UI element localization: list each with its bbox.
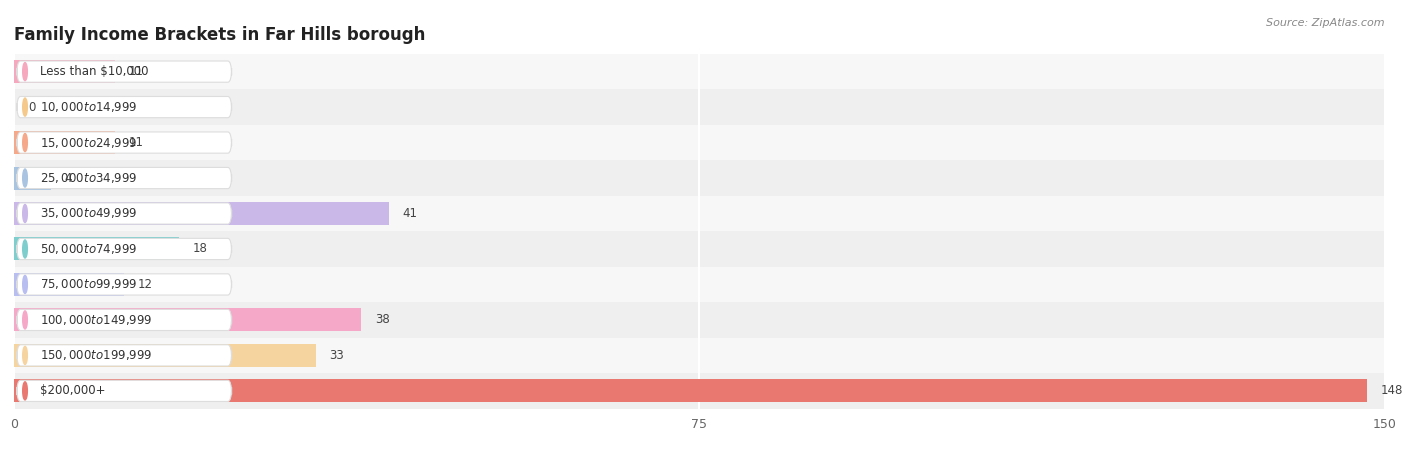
Bar	[14, 202, 389, 225]
Bar	[14, 167, 51, 189]
Text: 11: 11	[128, 136, 143, 149]
Text: 11: 11	[128, 65, 143, 78]
Bar	[14, 60, 115, 83]
Text: $200,000+: $200,000+	[39, 384, 105, 397]
Circle shape	[22, 346, 27, 365]
Text: Source: ZipAtlas.com: Source: ZipAtlas.com	[1267, 18, 1385, 28]
Bar	[14, 89, 1385, 125]
Circle shape	[22, 275, 27, 294]
FancyBboxPatch shape	[17, 97, 232, 118]
FancyBboxPatch shape	[17, 203, 232, 224]
Circle shape	[22, 240, 27, 258]
FancyBboxPatch shape	[17, 345, 232, 366]
FancyBboxPatch shape	[17, 132, 232, 153]
Text: $75,000 to $99,999: $75,000 to $99,999	[39, 277, 138, 291]
Bar	[14, 308, 361, 331]
Text: 18: 18	[193, 242, 207, 255]
Bar	[14, 373, 1385, 409]
Circle shape	[22, 311, 27, 329]
Bar	[14, 273, 124, 296]
Bar	[14, 131, 115, 154]
Circle shape	[22, 133, 27, 152]
Text: $100,000 to $149,999: $100,000 to $149,999	[39, 313, 152, 327]
Text: 33: 33	[329, 349, 344, 362]
Text: $35,000 to $49,999: $35,000 to $49,999	[39, 207, 138, 220]
Bar	[14, 54, 1385, 89]
FancyBboxPatch shape	[17, 61, 232, 82]
Bar	[14, 125, 1385, 160]
Text: $150,000 to $199,999: $150,000 to $199,999	[39, 348, 152, 362]
Text: 38: 38	[375, 313, 389, 326]
FancyBboxPatch shape	[17, 274, 232, 295]
Text: 0: 0	[28, 101, 35, 114]
Bar	[14, 238, 179, 260]
Text: $10,000 to $14,999: $10,000 to $14,999	[39, 100, 138, 114]
Text: 12: 12	[138, 278, 152, 291]
Text: 41: 41	[402, 207, 418, 220]
Text: 4: 4	[65, 172, 72, 185]
Bar	[14, 379, 1367, 402]
Text: $50,000 to $74,999: $50,000 to $74,999	[39, 242, 138, 256]
FancyBboxPatch shape	[17, 309, 232, 330]
Circle shape	[22, 382, 27, 400]
Text: $25,000 to $34,999: $25,000 to $34,999	[39, 171, 138, 185]
Bar	[14, 338, 1385, 373]
Bar	[14, 344, 316, 367]
Bar	[14, 231, 1385, 267]
Circle shape	[22, 98, 27, 116]
Circle shape	[22, 62, 27, 81]
Text: Less than $10,000: Less than $10,000	[39, 65, 148, 78]
FancyBboxPatch shape	[17, 238, 232, 260]
Bar	[14, 302, 1385, 338]
FancyBboxPatch shape	[17, 167, 232, 189]
Text: $15,000 to $24,999: $15,000 to $24,999	[39, 136, 138, 150]
Circle shape	[22, 169, 27, 187]
Text: 148: 148	[1381, 384, 1403, 397]
Bar	[14, 196, 1385, 231]
Circle shape	[22, 204, 27, 223]
Text: Family Income Brackets in Far Hills borough: Family Income Brackets in Far Hills boro…	[14, 26, 426, 44]
Bar	[14, 160, 1385, 196]
Bar	[14, 267, 1385, 302]
FancyBboxPatch shape	[17, 380, 232, 401]
